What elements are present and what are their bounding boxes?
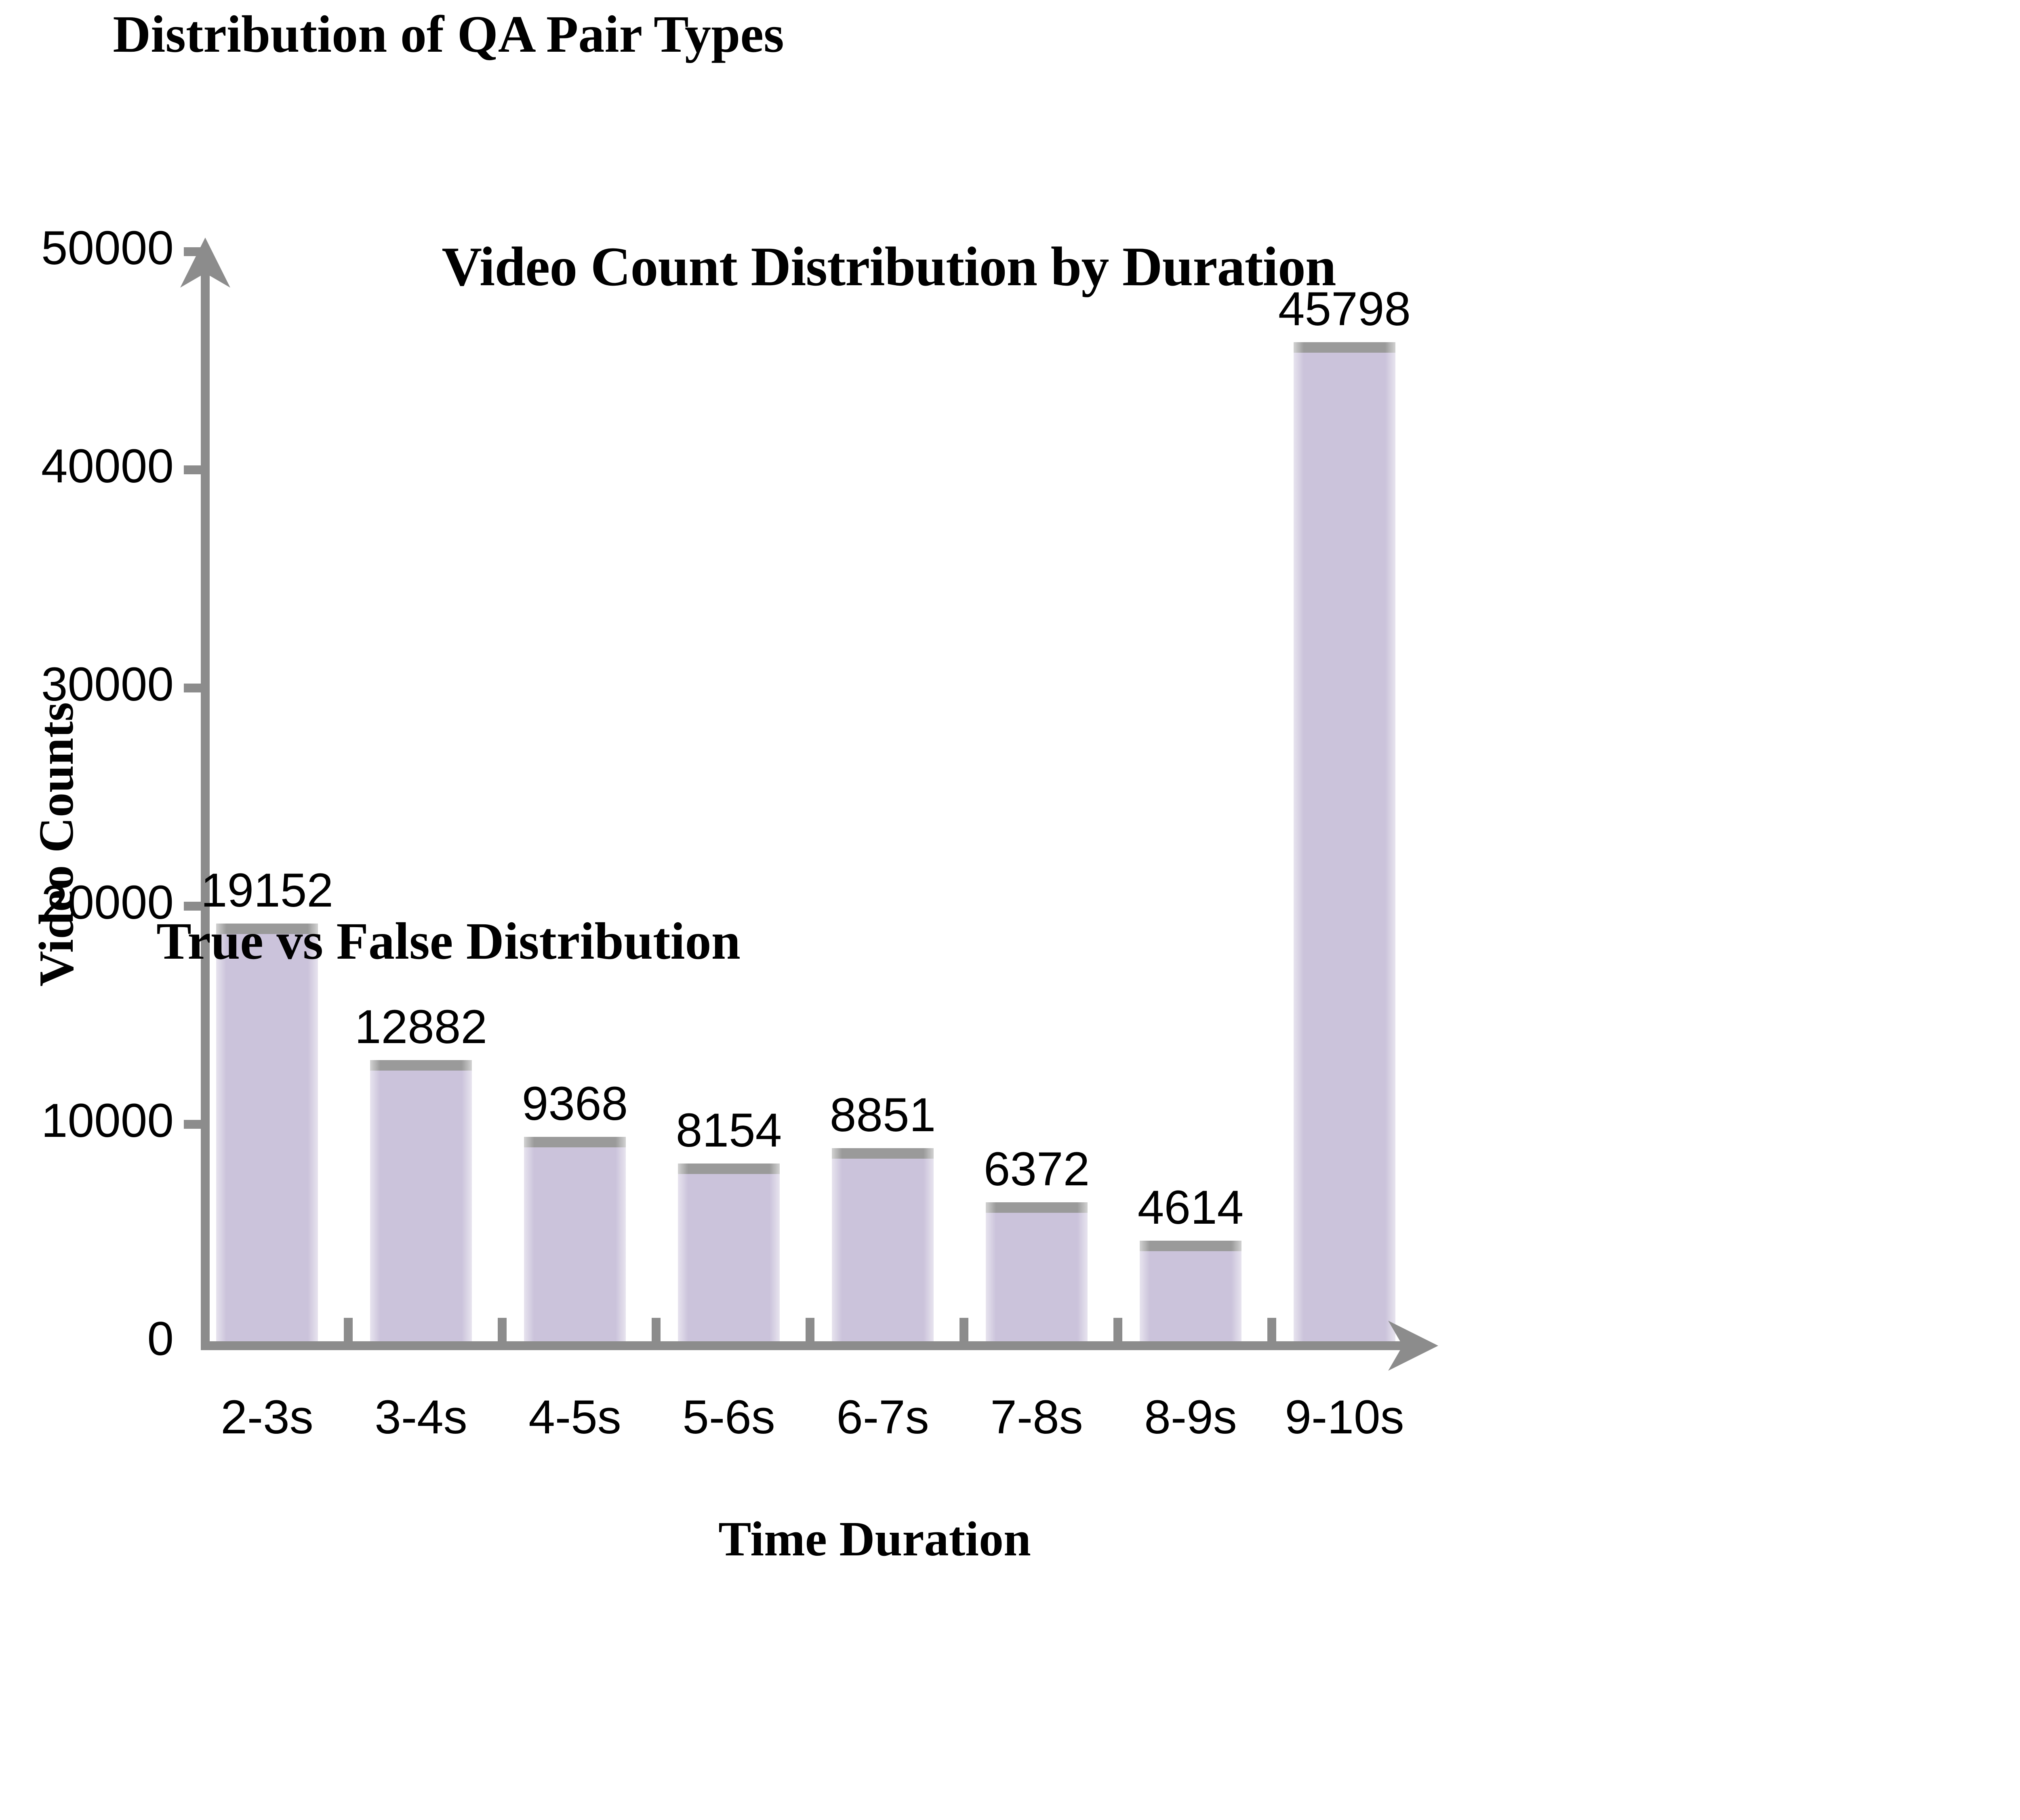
bar-4-5s: [524, 1137, 626, 1341]
x-tick-label-5-6s: 5-6s: [682, 1391, 775, 1444]
bar-chart-title: Video Count Distribution by Duration: [442, 236, 1336, 297]
bar-value-label-7-8s: 6372: [983, 1142, 1090, 1196]
bar-7-8s: [986, 1202, 1088, 1341]
bar-9-10s: [1294, 342, 1395, 1341]
bar-value-label-4-5s: 9368: [522, 1077, 628, 1130]
x-tick-label-7-8s: 7-8s: [990, 1391, 1083, 1444]
y-tick-label-20000: 20000: [41, 876, 174, 929]
bar-value-label-8-9s: 4614: [1137, 1181, 1244, 1234]
bar-value-label-2-3s: 19152: [200, 864, 334, 917]
bar-value-label-9-10s: 45798: [1278, 282, 1411, 336]
y-tick-label-50000: 50000: [41, 221, 174, 275]
x-tick-label-3-4s: 3-4s: [375, 1391, 467, 1444]
y-tick-label-30000: 30000: [41, 658, 174, 711]
bar-8-9s: [1140, 1241, 1241, 1341]
x-tick-label-6-7s: 6-7s: [836, 1391, 929, 1444]
x-axis-title: Time Duration: [718, 1512, 1031, 1566]
bar-3-4s: [370, 1060, 472, 1341]
bars-group: [216, 342, 1395, 1341]
y-axis: [180, 238, 230, 1349]
y-tick-label-10000: 10000: [41, 1094, 174, 1147]
bar-value-label-5-6s: 8154: [675, 1104, 782, 1157]
bar-5-6s: [678, 1164, 780, 1341]
bar-2-3s: [216, 924, 318, 1341]
bar-value-label-6-7s: 8851: [829, 1088, 936, 1142]
y-tick-label-40000: 40000: [41, 440, 174, 493]
bar-value-label-3-4s: 12882: [354, 1000, 488, 1054]
x-tick-label-9-10s: 9-10s: [1285, 1391, 1404, 1444]
pie-chart-tf-title: True vs False Distribution: [156, 912, 741, 970]
bar-6-7s: [832, 1148, 934, 1341]
x-tick-label-8-9s: 8-9s: [1144, 1391, 1237, 1444]
x-tick-label-4-5s: 4-5s: [528, 1391, 621, 1444]
x-tick-label-2-3s: 2-3s: [221, 1391, 314, 1444]
pie-chart-qa-title: Distribution of QA Pair Types: [113, 5, 784, 63]
y-tick-label-0: 0: [147, 1312, 174, 1366]
x-axis: [201, 1318, 1438, 1371]
